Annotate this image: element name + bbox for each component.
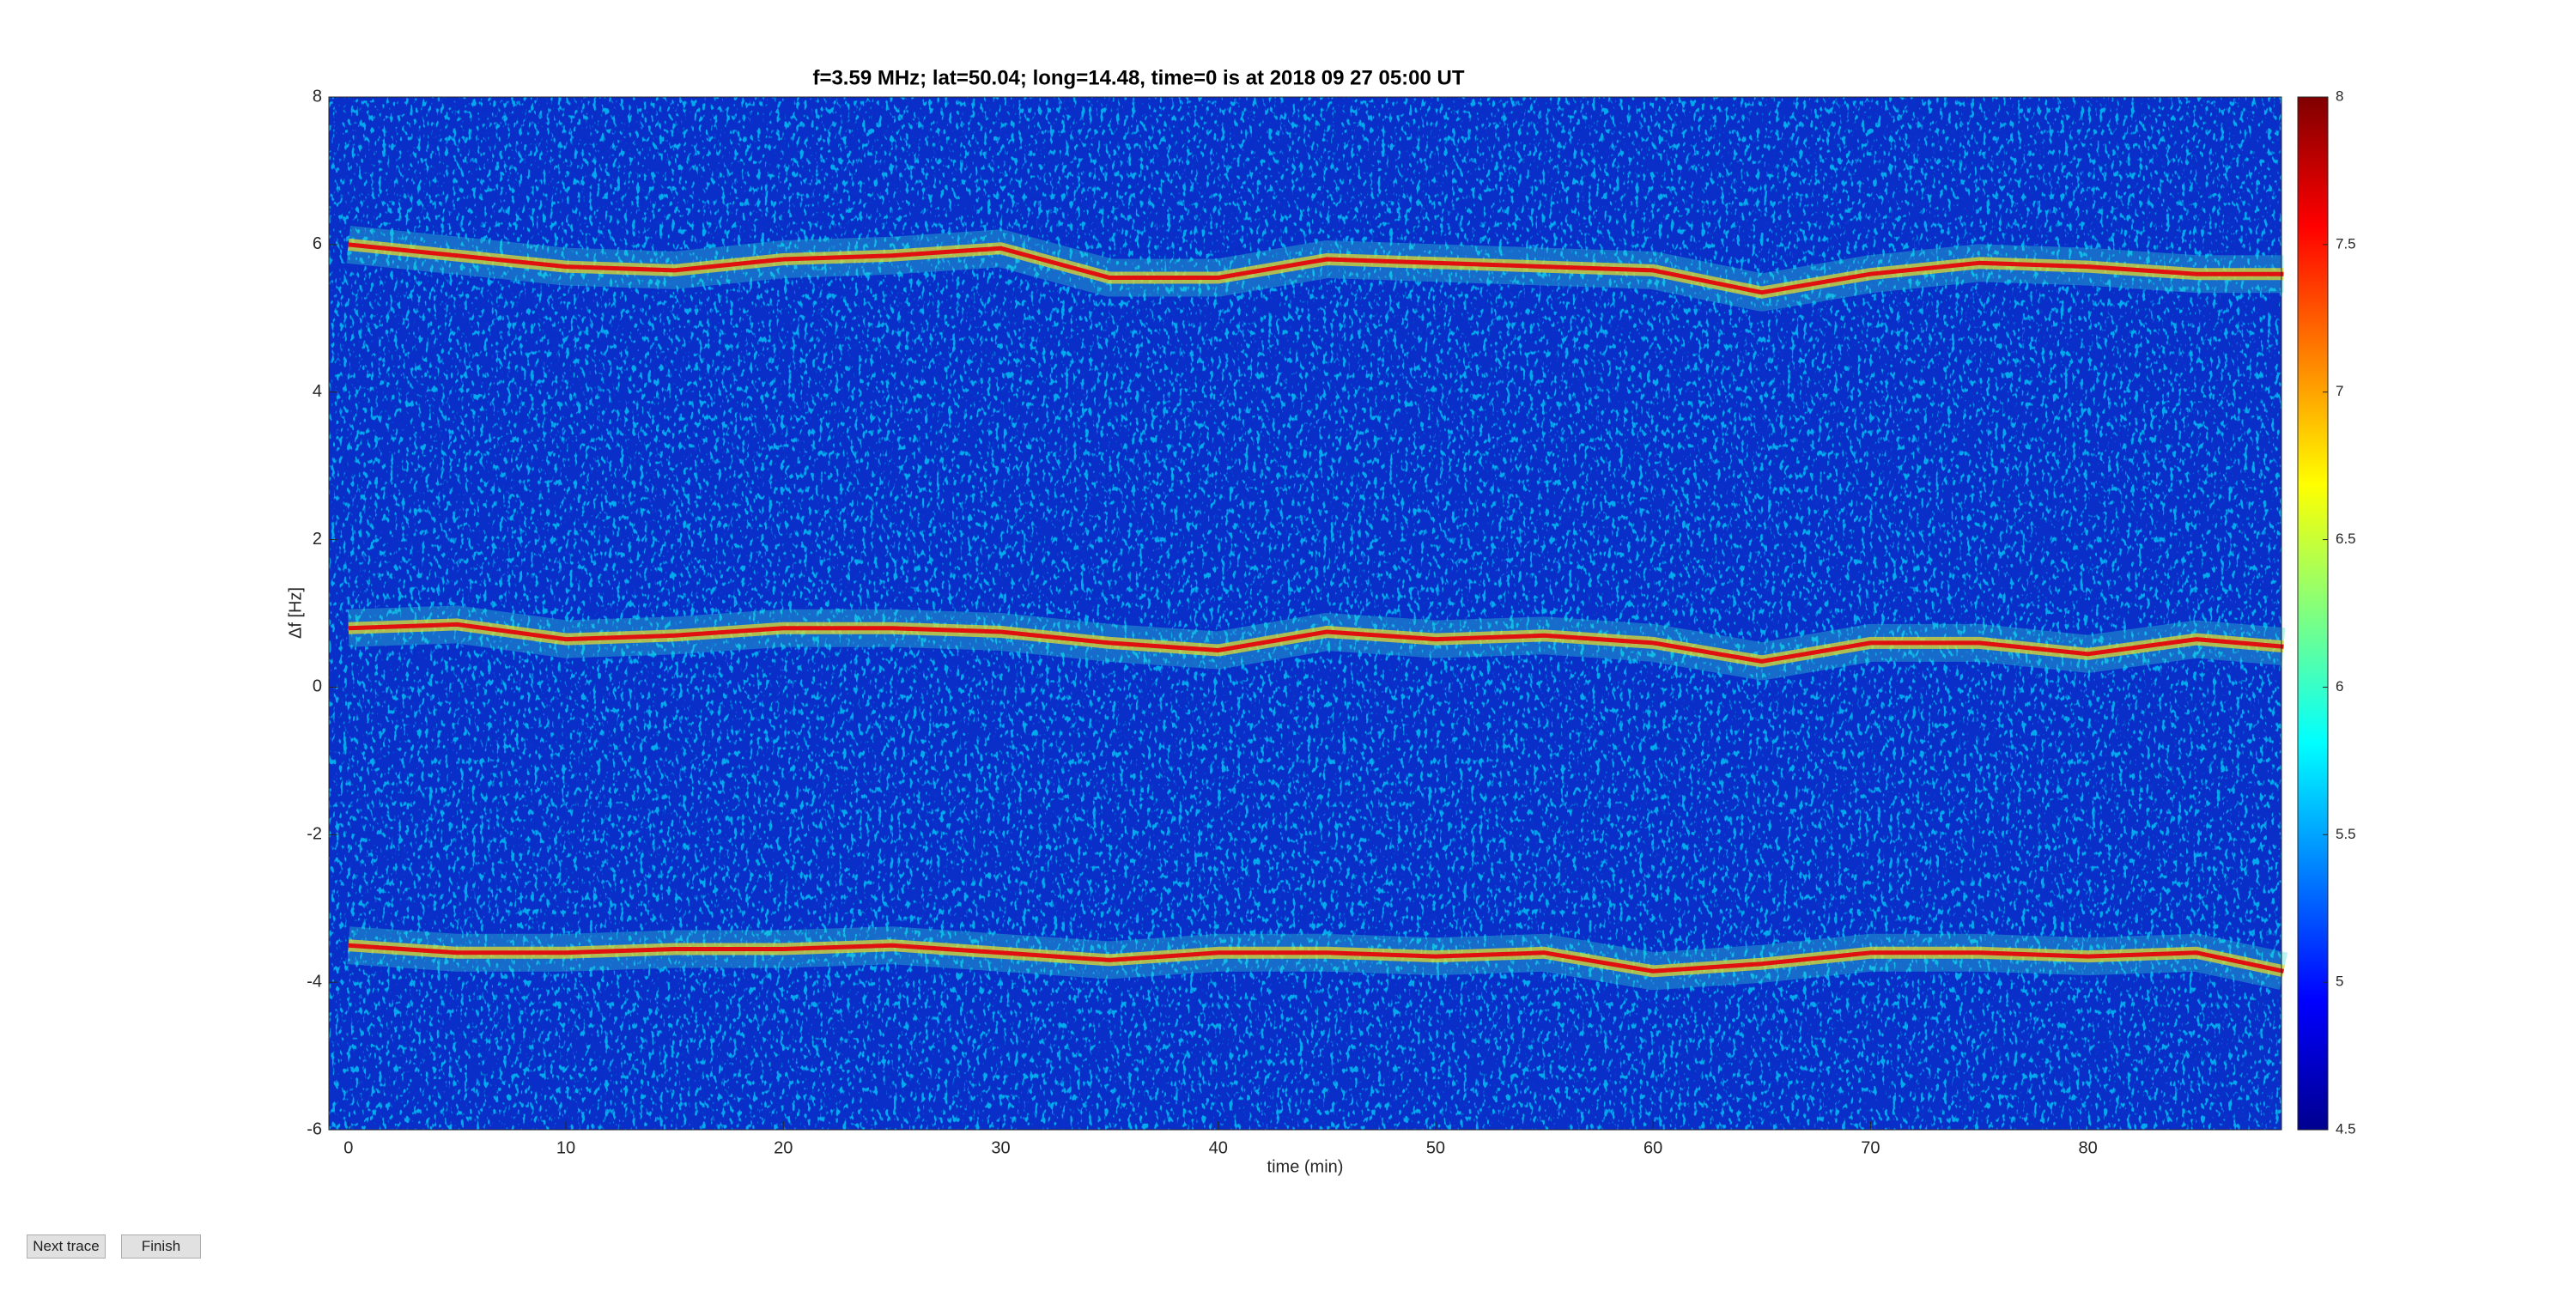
- x-axis-label: time (min): [1267, 1157, 1344, 1176]
- x-tick-label: 20: [774, 1138, 793, 1157]
- x-tick-label: 50: [1426, 1138, 1445, 1157]
- colorbar-tick-label: 5: [2336, 974, 2343, 990]
- y-tick-label: -2: [307, 825, 322, 844]
- trace-line: [348, 943, 2285, 974]
- y-tick-label: 6: [313, 234, 322, 253]
- colorbar-tick-label: 8: [2336, 88, 2343, 104]
- x-tick-label: 70: [1861, 1138, 1880, 1157]
- y-tick-label: 2: [313, 530, 322, 549]
- x-tick-label: 40: [1209, 1138, 1228, 1157]
- colorbar-tick-label: 5.5: [2336, 826, 2356, 842]
- y-tick-label: -6: [307, 1119, 322, 1138]
- colorbar-tick-label: 7: [2336, 383, 2343, 399]
- colorbar: [2298, 97, 2328, 1130]
- trace-line: [348, 242, 2284, 295]
- x-tick-label: 30: [991, 1138, 1010, 1157]
- trace-line: [348, 622, 2284, 664]
- next-trace-button[interactable]: Next trace: [27, 1234, 106, 1259]
- x-tick-label: 80: [2079, 1138, 2098, 1157]
- y-axis-label: Δf [Hz]: [286, 587, 305, 639]
- y-tick-label: 4: [313, 382, 322, 401]
- colorbar-frame: [2297, 96, 2329, 1131]
- colorbar-tick-label: 4.5: [2336, 1120, 2356, 1137]
- y-tick-label: 0: [313, 677, 322, 696]
- colorbar-tick-label: 6: [2336, 678, 2343, 695]
- x-tick-label: 60: [1643, 1138, 1662, 1157]
- finish-button[interactable]: Finish: [121, 1234, 201, 1259]
- x-tick-label: 0: [343, 1138, 353, 1157]
- colorbar-tick-label: 6.5: [2336, 531, 2356, 547]
- y-tick-label: 8: [313, 87, 322, 106]
- chart: f=3.59 MHz; lat=50.04; long=14.48, time=…: [286, 66, 2356, 1176]
- y-tick-label: -4: [307, 972, 322, 991]
- x-tick-label: 10: [556, 1138, 575, 1157]
- chart-title: f=3.59 MHz; lat=50.04; long=14.48, time=…: [812, 66, 1464, 89]
- colorbar-tick-label: 7.5: [2336, 235, 2356, 252]
- plot-frame: [328, 96, 2282, 1131]
